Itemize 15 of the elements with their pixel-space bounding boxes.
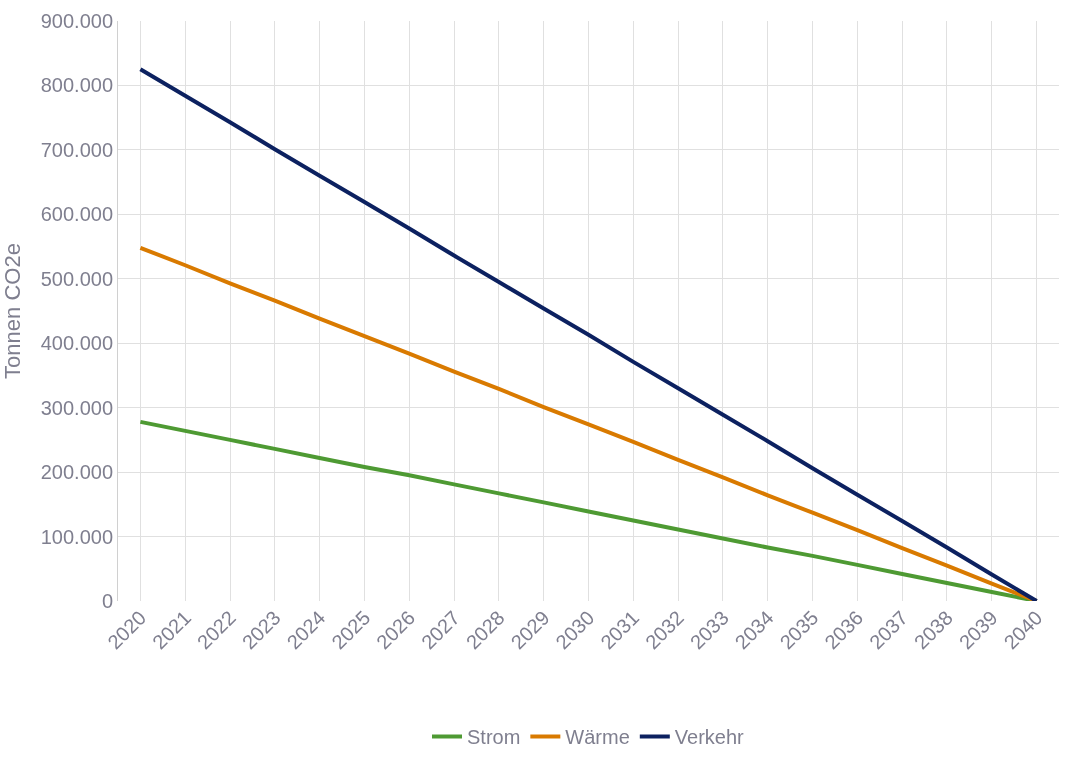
y-tick-label: 0 — [101, 590, 113, 612]
y-tick-label: 100.000 — [40, 525, 113, 548]
y-tick-label: 700.000 — [40, 138, 113, 161]
y-tick-label: 600.000 — [40, 203, 113, 226]
y-tick-label: 800.000 — [40, 74, 113, 97]
line-series — [138, 67, 1039, 601]
y-tick-label: 400.000 — [40, 332, 113, 355]
y-axis-title: Tonnen CO2e — [0, 243, 25, 379]
y-tick-label: 300.000 — [40, 396, 113, 419]
legend-label: Wärme — [565, 726, 630, 749]
y-tick-label: 200.000 — [40, 461, 113, 484]
legend-label: Strom — [467, 726, 521, 749]
y-tick-label: 900.000 — [40, 10, 113, 32]
y-tick-label: 500.000 — [40, 267, 113, 290]
legend-label: Verkehr — [674, 726, 745, 749]
